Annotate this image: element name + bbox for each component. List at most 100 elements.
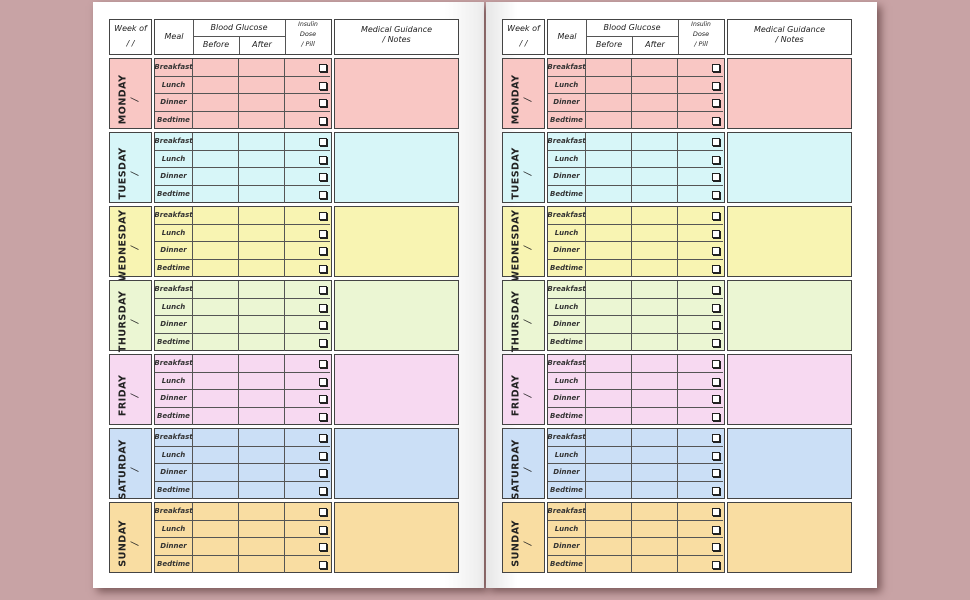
insulin-dose-input[interactable]: [285, 151, 330, 168]
glucose-before-input[interactable]: [586, 481, 632, 499]
checkbox-icon[interactable]: [712, 543, 720, 551]
glucose-before-input[interactable]: [586, 446, 632, 464]
checkbox-icon[interactable]: [319, 229, 327, 238]
glucose-after-input[interactable]: [239, 429, 285, 447]
glucose-before-input[interactable]: [586, 94, 632, 112]
day-date[interactable]: /: [130, 97, 141, 102]
glucose-before-input[interactable]: [193, 316, 239, 334]
glucose-after-input[interactable]: [632, 407, 678, 425]
glucose-after-input[interactable]: [632, 185, 678, 203]
glucose-before-input[interactable]: [193, 224, 239, 242]
glucose-before-input[interactable]: [193, 168, 239, 186]
checkbox-icon[interactable]: [712, 81, 720, 90]
glucose-before-input[interactable]: [586, 538, 632, 556]
checkbox-icon[interactable]: [712, 525, 720, 534]
checkbox-icon[interactable]: [712, 486, 720, 495]
glucose-before-input[interactable]: [193, 281, 239, 299]
glucose-after-input[interactable]: [239, 242, 285, 260]
checkbox-icon[interactable]: [712, 64, 720, 72]
insulin-dose-input[interactable]: [285, 299, 330, 316]
checkbox-icon[interactable]: [712, 229, 720, 238]
notes-area-saturday[interactable]: [727, 428, 852, 499]
day-date[interactable]: /: [523, 97, 534, 102]
checkbox-icon[interactable]: [319, 116, 327, 125]
checkbox-icon[interactable]: [712, 264, 720, 273]
glucose-after-input[interactable]: [239, 168, 285, 186]
glucose-after-input[interactable]: [632, 355, 678, 373]
glucose-before-input[interactable]: [586, 390, 632, 408]
insulin-dose-input[interactable]: [678, 77, 723, 94]
notes-area-wednesday[interactable]: [727, 206, 852, 277]
glucose-after-input[interactable]: [239, 111, 285, 129]
insulin-dose-input[interactable]: [678, 373, 723, 390]
checkbox-icon[interactable]: [319, 190, 327, 199]
checkbox-icon[interactable]: [319, 286, 327, 294]
glucose-after-input[interactable]: [239, 59, 285, 77]
glucose-after-input[interactable]: [632, 281, 678, 299]
glucose-after-input[interactable]: [239, 555, 285, 573]
checkbox-icon[interactable]: [319, 486, 327, 495]
insulin-dose-input[interactable]: [678, 464, 723, 482]
glucose-after-input[interactable]: [239, 407, 285, 425]
checkbox-icon[interactable]: [319, 264, 327, 273]
checkbox-icon[interactable]: [712, 434, 720, 442]
notes-area-sunday[interactable]: [334, 502, 459, 573]
insulin-dose-input[interactable]: [285, 538, 330, 556]
glucose-before-input[interactable]: [586, 503, 632, 521]
glucose-after-input[interactable]: [632, 464, 678, 482]
notes-area-friday[interactable]: [334, 354, 459, 425]
insulin-dose-input[interactable]: [678, 503, 723, 521]
insulin-dose-input[interactable]: [678, 133, 723, 151]
glucose-before-input[interactable]: [193, 298, 239, 316]
glucose-after-input[interactable]: [632, 94, 678, 112]
glucose-before-input[interactable]: [193, 538, 239, 556]
glucose-before-input[interactable]: [586, 185, 632, 203]
checkbox-icon[interactable]: [712, 338, 720, 347]
checkbox-icon[interactable]: [319, 303, 327, 312]
checkbox-icon[interactable]: [712, 99, 720, 107]
glucose-before-input[interactable]: [586, 333, 632, 351]
insulin-dose-input[interactable]: [678, 225, 723, 242]
checkbox-icon[interactable]: [319, 64, 327, 72]
week-of-date[interactable]: / /: [519, 39, 528, 48]
glucose-after-input[interactable]: [632, 133, 678, 151]
glucose-before-input[interactable]: [193, 407, 239, 425]
glucose-after-input[interactable]: [632, 111, 678, 129]
checkbox-icon[interactable]: [319, 543, 327, 551]
glucose-before-input[interactable]: [193, 429, 239, 447]
glucose-before-input[interactable]: [193, 150, 239, 168]
glucose-after-input[interactable]: [239, 503, 285, 521]
notes-area-tuesday[interactable]: [727, 132, 852, 203]
checkbox-icon[interactable]: [319, 81, 327, 90]
glucose-after-input[interactable]: [632, 538, 678, 556]
checkbox-icon[interactable]: [319, 395, 327, 403]
glucose-after-input[interactable]: [239, 298, 285, 316]
glucose-before-input[interactable]: [586, 207, 632, 225]
checkbox-icon[interactable]: [319, 173, 327, 181]
glucose-after-input[interactable]: [239, 76, 285, 94]
glucose-before-input[interactable]: [193, 94, 239, 112]
notes-area-friday[interactable]: [727, 354, 852, 425]
notes-area-monday[interactable]: [727, 58, 852, 129]
checkbox-icon[interactable]: [319, 155, 327, 164]
insulin-dose-input[interactable]: [285, 503, 330, 521]
insulin-dose-input[interactable]: [678, 281, 723, 299]
notes-area-sunday[interactable]: [727, 502, 852, 573]
glucose-after-input[interactable]: [239, 207, 285, 225]
insulin-dose-input[interactable]: [285, 429, 330, 447]
glucose-before-input[interactable]: [586, 133, 632, 151]
checkbox-icon[interactable]: [712, 116, 720, 125]
glucose-after-input[interactable]: [632, 555, 678, 573]
notes-area-saturday[interactable]: [334, 428, 459, 499]
insulin-dose-input[interactable]: [285, 207, 330, 225]
glucose-after-input[interactable]: [239, 150, 285, 168]
checkbox-icon[interactable]: [319, 338, 327, 347]
glucose-before-input[interactable]: [193, 446, 239, 464]
glucose-after-input[interactable]: [632, 390, 678, 408]
day-date[interactable]: /: [130, 467, 141, 472]
notes-area-wednesday[interactable]: [334, 206, 459, 277]
insulin-dose-input[interactable]: [678, 207, 723, 225]
glucose-after-input[interactable]: [632, 224, 678, 242]
glucose-before-input[interactable]: [193, 259, 239, 277]
glucose-after-input[interactable]: [239, 481, 285, 499]
